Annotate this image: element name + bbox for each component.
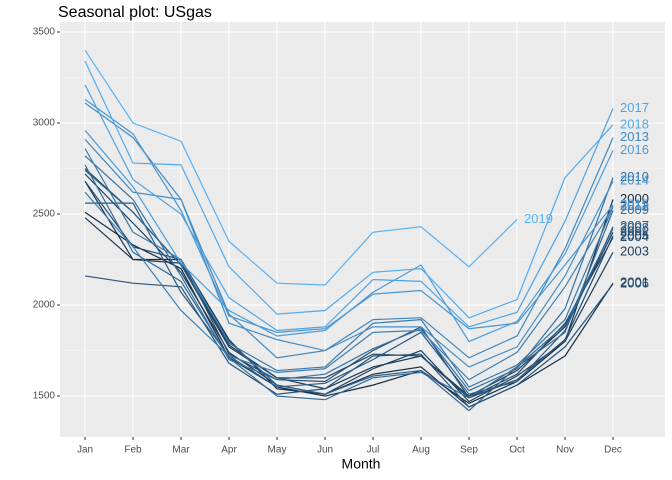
series-label: 2006: [620, 276, 649, 291]
series-label: 2014: [620, 173, 649, 188]
series-label: 2007: [620, 218, 649, 233]
x-tick-label: Jul: [367, 445, 380, 456]
series-line: [84, 169, 614, 412]
x-tick-label: Mar: [172, 445, 190, 456]
series-label: 2017: [620, 100, 649, 115]
x-tick-label: Sep: [460, 445, 478, 456]
series-label: 2008: [620, 220, 649, 235]
x-tick-label: Oct: [509, 445, 525, 456]
series-label: 2015: [620, 196, 649, 211]
chart-title: Seasonal plot: USgas: [58, 4, 212, 21]
series-label: 2012: [620, 198, 649, 213]
x-tick-label: Jun: [317, 445, 333, 456]
y-tick-label: 2500: [33, 209, 56, 220]
plot-panel: [60, 22, 665, 437]
series-label: 2019: [524, 211, 553, 226]
y-tick-label: 3000: [33, 118, 56, 129]
x-tick-label: Jan: [77, 445, 93, 456]
series-line: [84, 275, 614, 408]
series-line: [84, 129, 614, 343]
y-tick-label: 3500: [33, 27, 56, 38]
series-line: [85, 202, 614, 395]
series-label: 2000: [620, 191, 649, 206]
series-label: 2001: [620, 275, 649, 290]
series-label: 2016: [620, 142, 649, 157]
series-label: 2018: [620, 116, 649, 131]
x-tick-label: Apr: [221, 445, 237, 456]
series-label: 2003: [620, 244, 649, 259]
series-line: [84, 60, 614, 319]
series-label: 2005: [620, 227, 649, 242]
x-tick-label: Dec: [604, 445, 622, 456]
series-label: 2010: [620, 169, 649, 184]
x-tick-label: May: [268, 445, 287, 456]
series-line: [84, 180, 614, 408]
series-line: [84, 191, 614, 381]
x-axis-title: Month: [342, 456, 381, 472]
series-label: 2009: [620, 202, 649, 217]
x-tick-label: Nov: [556, 445, 574, 456]
series-line: [84, 102, 614, 368]
series-line: [84, 164, 614, 401]
x-tick-label: Aug: [412, 445, 430, 456]
series-line: [84, 148, 614, 388]
series-label: 2002: [620, 224, 649, 239]
x-tick-label: Feb: [124, 445, 142, 456]
series-label: 2011: [620, 198, 648, 213]
y-tick-label: 1500: [33, 391, 56, 402]
y-tick-label: 2000: [33, 300, 56, 311]
series-label: 2004: [620, 229, 649, 244]
series-label: 2013: [620, 129, 649, 144]
series-line: [84, 49, 518, 286]
series-line: [84, 155, 614, 392]
series-line: [84, 84, 614, 332]
